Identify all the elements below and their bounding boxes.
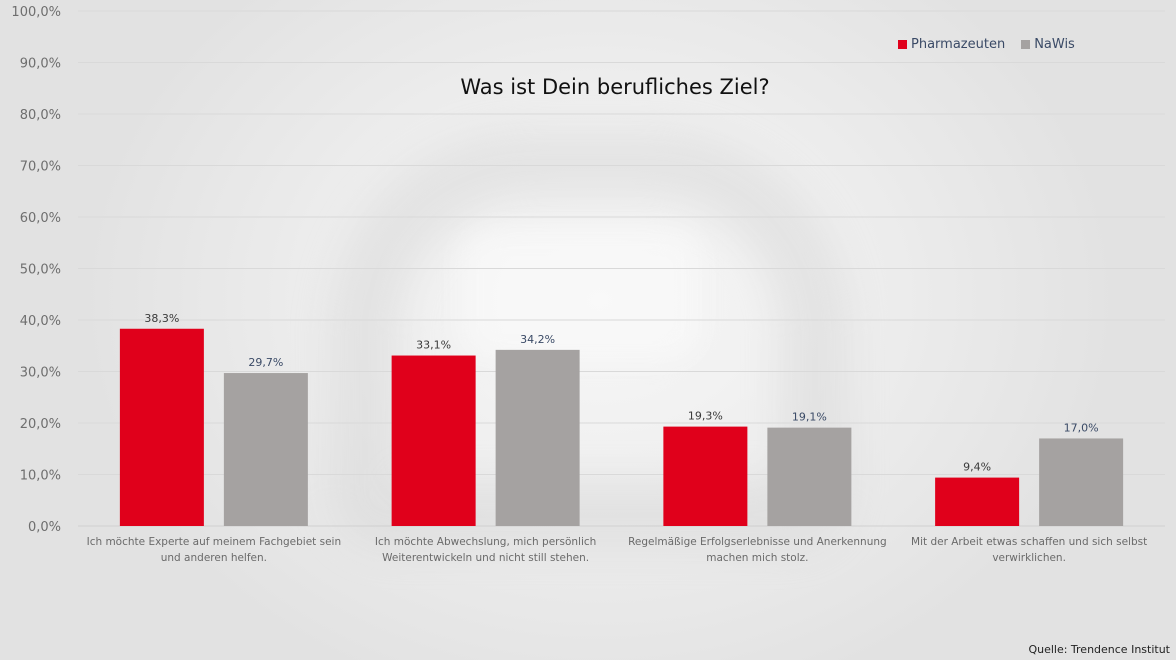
chart-title: Was ist Dein berufliches Ziel? (460, 75, 770, 99)
x-category-label: machen mich stolz. (706, 552, 808, 564)
legend-item-nawis: NaWis (1021, 37, 1075, 52)
source-note: Quelle: Trendence Institut (1028, 643, 1170, 656)
y-tick-label: 70,0% (20, 160, 61, 175)
legend: Pharmazeuten NaWis (898, 37, 1091, 52)
data-label: 9,4% (963, 461, 991, 474)
bar-pharmazeuten (935, 477, 1020, 526)
x-category-label: Ich möchte Abwechslung, mich persönlich (375, 536, 596, 548)
data-label: 38,3% (144, 312, 179, 325)
legend-item-pharmazeuten: Pharmazeuten (898, 37, 1005, 52)
x-category-label: verwirklichen. (992, 552, 1066, 564)
x-category-label: Regelmäßige Erfolgserlebnisse und Anerke… (628, 536, 887, 548)
bar-nawis (1039, 438, 1124, 526)
y-tick-label: 50,0% (20, 263, 61, 278)
legend-swatch-nawis (1021, 40, 1031, 49)
bar-pharmazeuten (391, 355, 476, 526)
legend-label-pharmazeuten: Pharmazeuten (911, 37, 1006, 52)
y-tick-label: 20,0% (20, 417, 61, 432)
data-label: 33,1% (416, 339, 451, 352)
bar-nawis (495, 349, 580, 526)
data-label: 19,1% (792, 411, 827, 424)
y-tick-label: 0,0% (28, 520, 61, 535)
data-label: 17,0% (1064, 421, 1099, 434)
bar-pharmazeuten (119, 328, 204, 526)
bar-nawis (767, 427, 852, 526)
bar-pharmazeuten (663, 426, 748, 526)
background-logo-watermark-inner (460, 230, 700, 360)
data-label: 34,2% (520, 333, 555, 346)
data-label: 19,3% (688, 410, 723, 423)
y-tick-label: 90,0% (20, 57, 61, 72)
x-category-label: Mit der Arbeit etwas schaffen und sich s… (911, 536, 1147, 548)
data-label: 29,7% (248, 356, 283, 369)
x-category-label: Weiterentwickeln und nicht still stehen. (382, 552, 589, 564)
legend-label-nawis: NaWis (1034, 37, 1075, 52)
y-tick-label: 100,0% (11, 5, 61, 20)
y-tick-label: 10,0% (20, 469, 61, 484)
y-tick-label: 80,0% (20, 108, 61, 123)
y-tick-label: 60,0% (20, 211, 61, 226)
legend-swatch-pharmazeuten (898, 40, 907, 49)
y-tick-label: 30,0% (20, 366, 61, 381)
y-tick-label: 40,0% (20, 314, 61, 329)
x-category-label: und anderen helfen. (161, 552, 267, 564)
bar-nawis (223, 373, 308, 526)
x-category-label: Ich möchte Experte auf meinem Fachgebiet… (87, 536, 342, 548)
